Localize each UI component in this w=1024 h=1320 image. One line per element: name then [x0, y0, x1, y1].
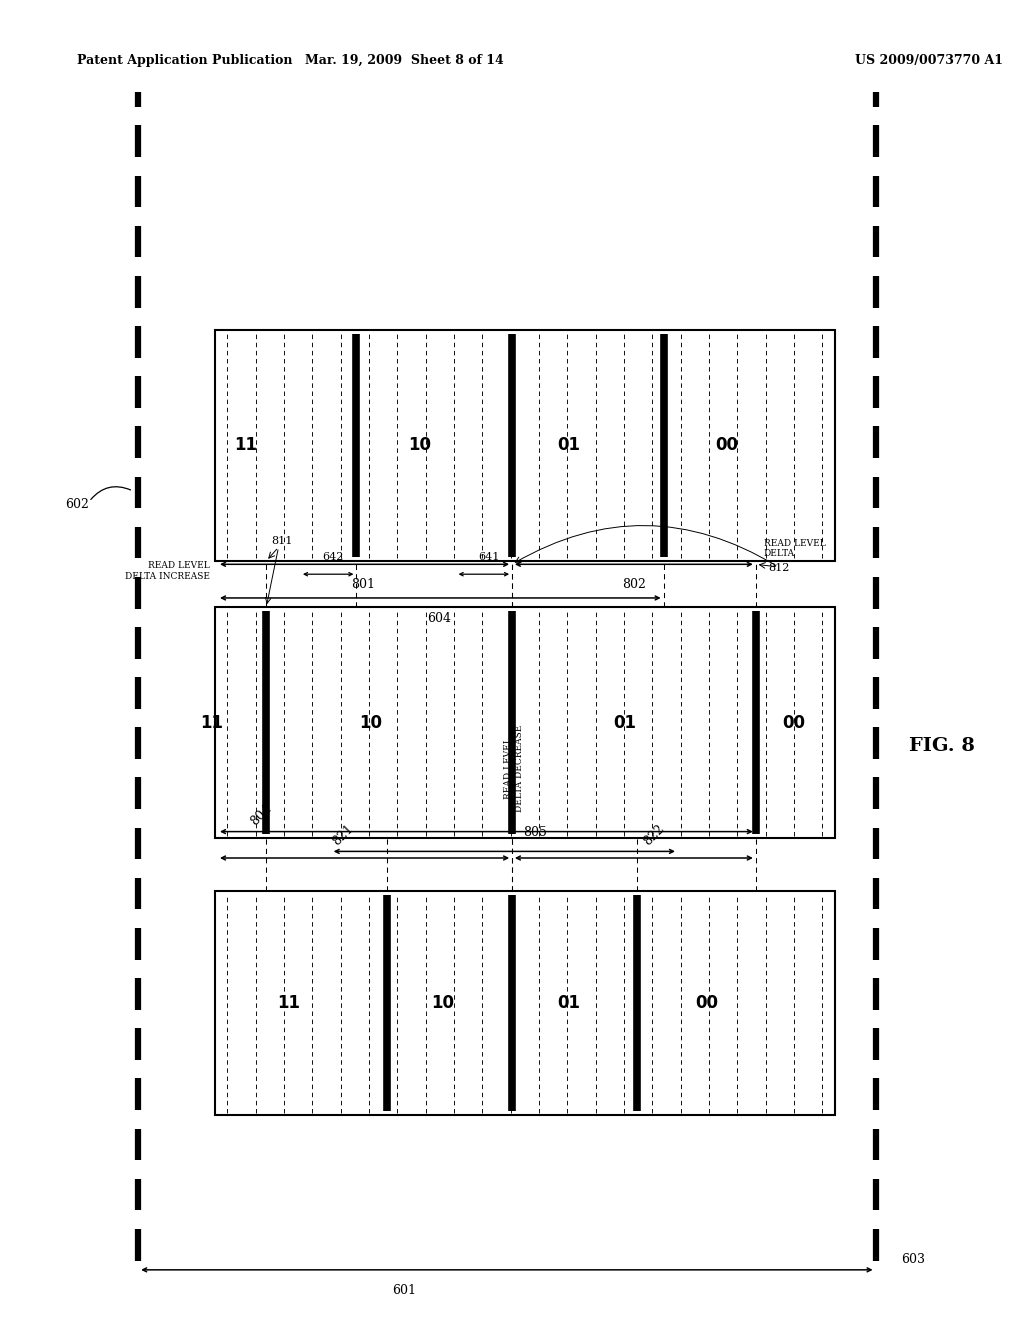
Text: 01: 01 — [557, 994, 580, 1012]
Text: 11: 11 — [234, 437, 257, 454]
Bar — [215, 330, 835, 561]
Text: 00: 00 — [716, 437, 738, 454]
Text: 604: 604 — [427, 611, 452, 624]
Text: READ LEVEL
DELTA INCREASE: READ LEVEL DELTA INCREASE — [125, 561, 210, 581]
Text: 01: 01 — [613, 714, 636, 731]
Bar — [215, 607, 835, 838]
Text: 11: 11 — [278, 994, 300, 1012]
Text: 641: 641 — [478, 552, 500, 562]
Text: 804: 804 — [248, 801, 274, 828]
Text: FIG. 8: FIG. 8 — [909, 737, 975, 755]
Text: US 2009/0073770 A1: US 2009/0073770 A1 — [855, 54, 1004, 67]
Text: 805: 805 — [523, 825, 547, 838]
Text: 802: 802 — [622, 578, 646, 591]
Text: 00: 00 — [782, 714, 805, 731]
Text: 801: 801 — [351, 578, 376, 591]
Text: 00: 00 — [695, 994, 718, 1012]
Bar — [215, 891, 835, 1115]
Text: 01: 01 — [557, 437, 580, 454]
Text: Mar. 19, 2009  Sheet 8 of 14: Mar. 19, 2009 Sheet 8 of 14 — [305, 54, 504, 67]
Text: 602: 602 — [65, 498, 89, 511]
Text: 601: 601 — [392, 1283, 417, 1296]
Text: 10: 10 — [359, 714, 382, 731]
Text: 603: 603 — [901, 1253, 925, 1266]
Text: 811: 811 — [271, 536, 293, 546]
Text: READ LEVEL
DELTA DECREASE: READ LEVEL DELTA DECREASE — [505, 725, 523, 812]
Text: 10: 10 — [409, 437, 431, 454]
Text: 822: 822 — [641, 822, 668, 847]
Text: 11: 11 — [201, 714, 223, 731]
Text: 642: 642 — [323, 552, 344, 562]
Text: 812: 812 — [768, 562, 790, 573]
Text: Patent Application Publication: Patent Application Publication — [77, 54, 292, 67]
Text: 821: 821 — [330, 822, 356, 847]
Text: 10: 10 — [431, 994, 454, 1012]
Text: READ LEVEL
DELTA: READ LEVEL DELTA — [764, 539, 825, 558]
